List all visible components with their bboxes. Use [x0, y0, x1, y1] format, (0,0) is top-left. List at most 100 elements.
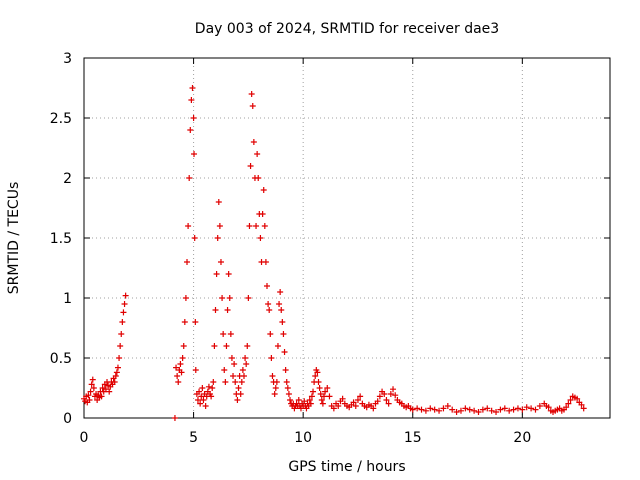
- data-point: [213, 271, 220, 277]
- data-point: [282, 367, 289, 373]
- data-point: [194, 397, 201, 403]
- data-point: [88, 381, 95, 388]
- data-point: [414, 405, 421, 412]
- data-point: [457, 407, 464, 414]
- y-tick-label: 1.5: [50, 231, 72, 247]
- data-point: [440, 405, 447, 412]
- data-point: [235, 385, 242, 391]
- data-point: [178, 369, 185, 376]
- data-point: [200, 397, 207, 403]
- data-point: [392, 392, 399, 399]
- data-point: [318, 397, 325, 403]
- data-point: [237, 391, 244, 397]
- data-point: [283, 379, 290, 385]
- data-point: [312, 373, 319, 379]
- data-point: [488, 407, 495, 414]
- data-point: [265, 301, 272, 307]
- data-point: [119, 319, 126, 325]
- data-point: [222, 379, 229, 385]
- data-point: [471, 407, 478, 414]
- data-point: [314, 369, 321, 376]
- data-point: [98, 393, 105, 400]
- data-point: [114, 364, 121, 371]
- data-point: [220, 331, 227, 337]
- data-point: [409, 406, 416, 413]
- data-point: [532, 406, 539, 413]
- x-tick-label: 0: [80, 430, 89, 446]
- data-point: [350, 399, 357, 406]
- data-point: [253, 223, 260, 229]
- data-point: [383, 397, 390, 403]
- data-point: [234, 397, 241, 403]
- data-point: [191, 235, 198, 241]
- data-point: [174, 373, 181, 379]
- data-point: [197, 400, 204, 407]
- data-point: [246, 223, 253, 229]
- data-point: [354, 397, 361, 403]
- data-point: [514, 405, 521, 412]
- data-point: [339, 395, 346, 402]
- data-point: [175, 379, 182, 385]
- data-point: [198, 393, 205, 400]
- data-point: [244, 343, 251, 349]
- data-point: [330, 405, 337, 412]
- grid: [84, 58, 610, 418]
- y-tick-label: 2.5: [50, 111, 72, 127]
- data-point: [257, 235, 264, 241]
- data-point: [177, 361, 184, 367]
- data-point: [462, 405, 469, 412]
- data-point: [578, 401, 585, 408]
- data-point: [324, 385, 331, 391]
- data-point: [224, 307, 231, 313]
- data-point: [284, 385, 291, 391]
- data-point: [211, 343, 218, 349]
- data-point: [273, 379, 280, 385]
- data-point: [225, 271, 232, 277]
- data-point: [102, 386, 109, 393]
- data-point: [189, 85, 196, 91]
- data-point: [254, 151, 261, 157]
- data-point: [315, 379, 322, 385]
- data-point: [422, 407, 429, 414]
- data-point: [247, 163, 254, 169]
- data-point: [444, 403, 451, 409]
- data-point: [188, 97, 195, 103]
- data-point: [232, 379, 239, 385]
- data-point: [277, 289, 284, 295]
- data-point: [90, 385, 97, 391]
- data-point: [545, 404, 552, 411]
- data-point: [418, 406, 425, 413]
- data-point: [116, 355, 123, 361]
- data-point: [453, 409, 460, 415]
- data-point: [209, 385, 216, 391]
- data-point: [214, 235, 221, 241]
- data-point: [192, 319, 199, 325]
- data-point: [301, 398, 308, 405]
- data-point: [85, 392, 92, 399]
- y-tick-label: 0: [63, 411, 72, 427]
- data-point: [243, 361, 250, 367]
- data-point: [279, 319, 286, 325]
- data-point: [493, 409, 500, 415]
- data-point: [266, 307, 273, 313]
- data-point: [179, 355, 186, 361]
- data-point: [370, 405, 377, 412]
- data-point: [387, 391, 394, 397]
- data-point: [240, 373, 247, 379]
- chart-title: Day 003 of 2024, SRMTID for receiver dae…: [195, 21, 499, 37]
- y-tick-label: 1: [63, 291, 72, 307]
- data-point: [202, 403, 209, 409]
- data-point: [523, 404, 530, 411]
- data-point: [320, 393, 327, 400]
- data-point: [216, 223, 223, 229]
- data-point: [352, 403, 359, 409]
- data-point: [113, 369, 120, 376]
- data-point: [281, 349, 288, 355]
- y-tick-label: 0.5: [50, 351, 72, 367]
- data-point: [182, 295, 189, 301]
- data-point: [238, 379, 245, 385]
- data-point: [260, 187, 267, 193]
- data-point: [99, 385, 106, 391]
- data-point: [89, 376, 96, 383]
